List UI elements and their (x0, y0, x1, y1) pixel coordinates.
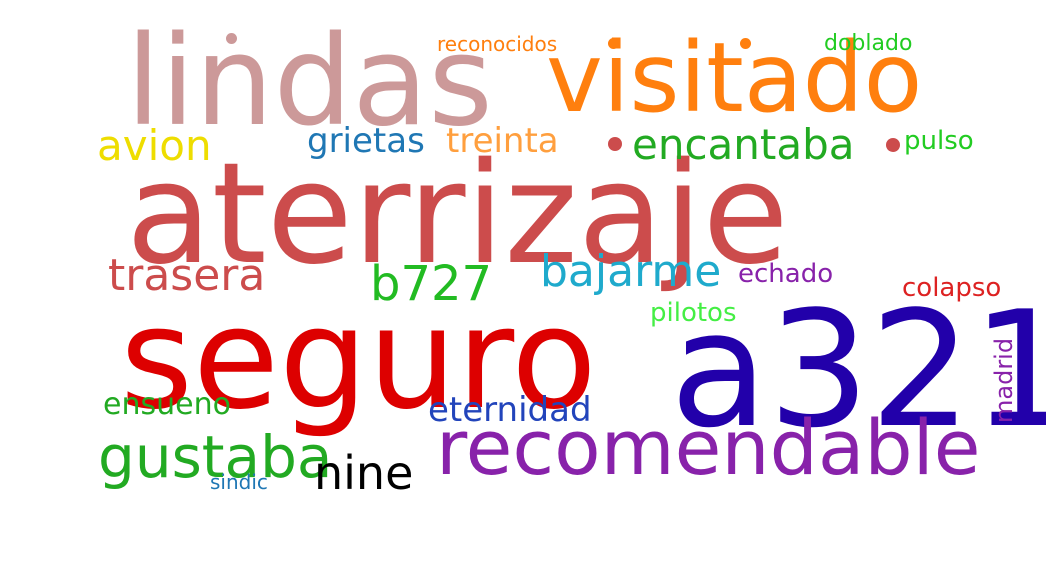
word-encantaba: encantaba (632, 120, 855, 169)
word-echado: echado (738, 259, 834, 289)
word-grietas: grietas (307, 121, 425, 161)
word-b727: b727 (370, 256, 493, 312)
word-sindic: sindic (210, 470, 268, 494)
word-bajarme: bajarme (540, 246, 722, 297)
dot-mark (740, 38, 751, 49)
word-pulso: pulso (904, 126, 974, 156)
word-madrid: madrid (990, 337, 1018, 423)
word-aterrizaje: aterrizaje (126, 133, 789, 296)
dot-mark (886, 138, 900, 152)
word-avion: avion (97, 121, 212, 170)
word-eternidad: eternidad (428, 390, 592, 430)
word-trasera: trasera (108, 250, 266, 301)
word-reconocidos: reconocidos (437, 32, 558, 56)
word-pilotos: pilotos (650, 298, 737, 328)
word-ensueno: ensueno (103, 387, 231, 422)
word-seguro: seguro (120, 278, 597, 441)
word-colapso: colapso (902, 273, 1002, 303)
dot-mark (608, 137, 622, 151)
word-lindas: lindas (126, 10, 493, 154)
word-recomendable: recomendable (436, 403, 981, 492)
word-gustaba: gustaba (98, 423, 333, 491)
word-a321: a321 (670, 276, 1046, 463)
dot-mark (226, 33, 237, 44)
word-treinta: treinta (446, 121, 559, 161)
word-doblado: doblado (824, 31, 913, 56)
word-nine: nine (314, 446, 414, 500)
dot-mark (608, 38, 619, 49)
